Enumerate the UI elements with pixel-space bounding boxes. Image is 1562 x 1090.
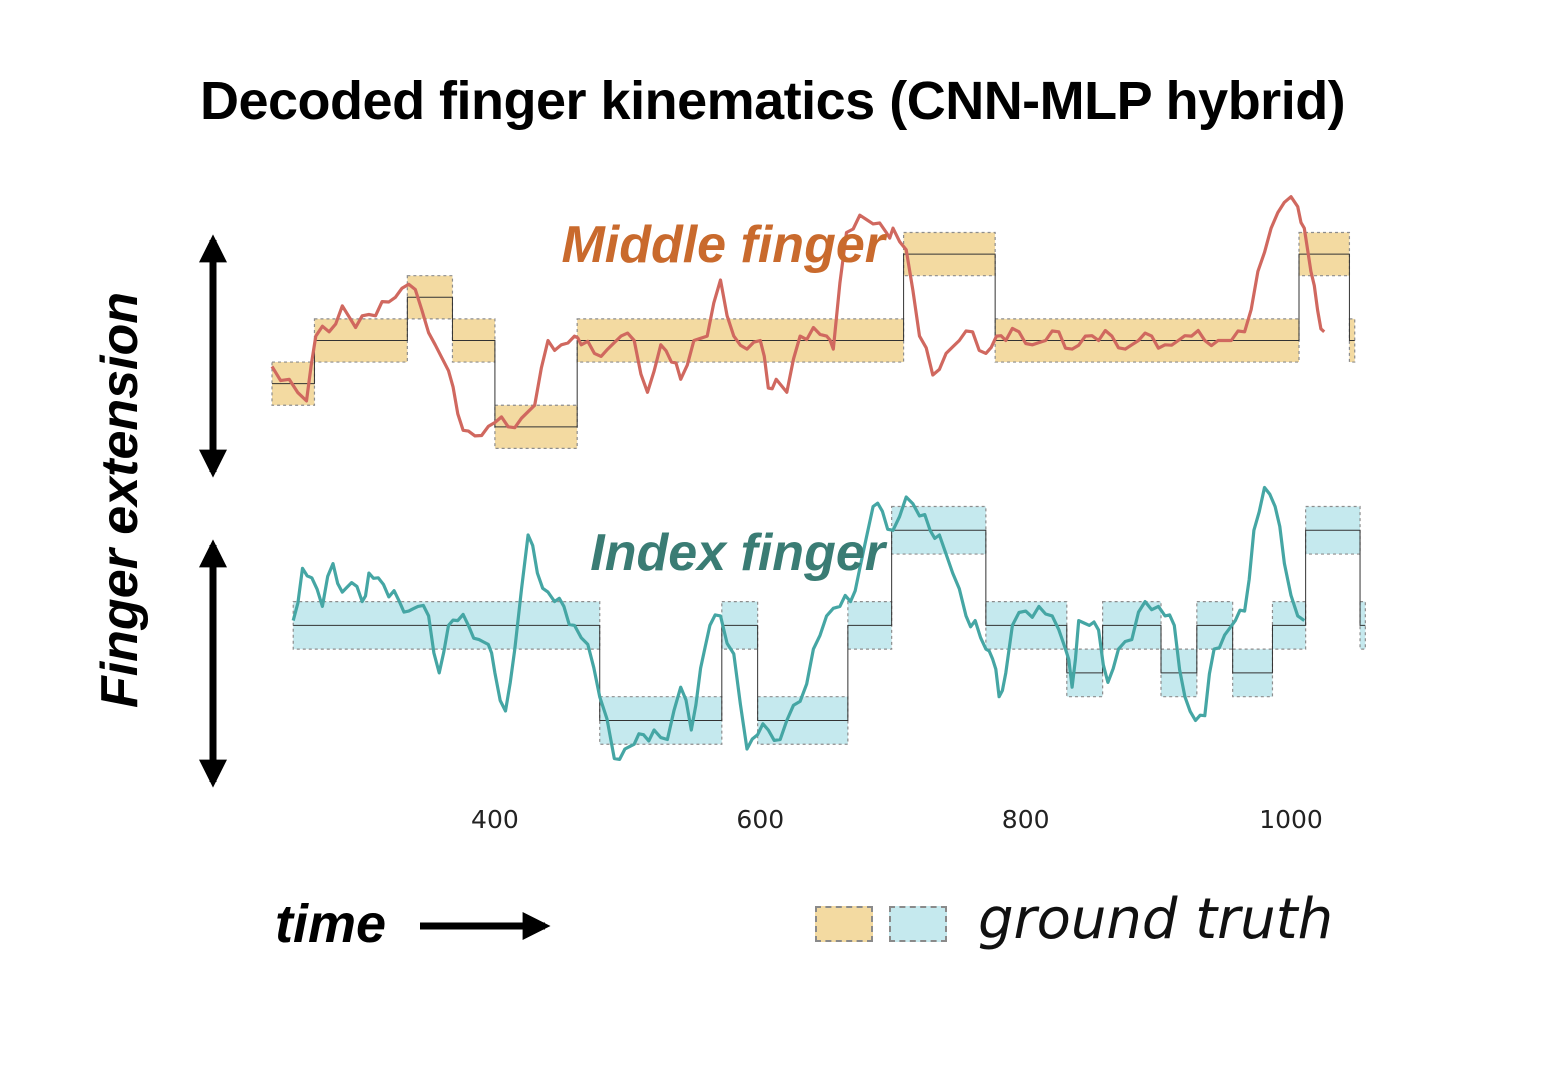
- x-tick-label: 400: [471, 805, 519, 834]
- x-tick-label: 800: [1002, 805, 1050, 834]
- chart-title: Decoded finger kinematics (CNN-MLP hybri…: [200, 71, 1346, 131]
- x-tick-label: 600: [736, 805, 784, 834]
- ground-truth-line: [272, 253, 1355, 428]
- series-label-middle: Middle finger: [561, 216, 887, 274]
- prediction-line-middle: [270, 195, 1326, 438]
- x-tick-label: 1000: [1259, 805, 1323, 834]
- legend-swatch-middle: [815, 906, 873, 942]
- panel-index: Index finger: [291, 485, 1366, 761]
- series-label-index: Index finger: [590, 524, 887, 582]
- legend-label: ground truth: [978, 887, 1334, 952]
- ground-truth-line: [293, 529, 1366, 721]
- panel-middle: Middle finger: [270, 195, 1356, 450]
- legend-swatch-index: [889, 906, 947, 942]
- time-label: time: [275, 894, 387, 954]
- prediction-line-index: [291, 485, 1306, 761]
